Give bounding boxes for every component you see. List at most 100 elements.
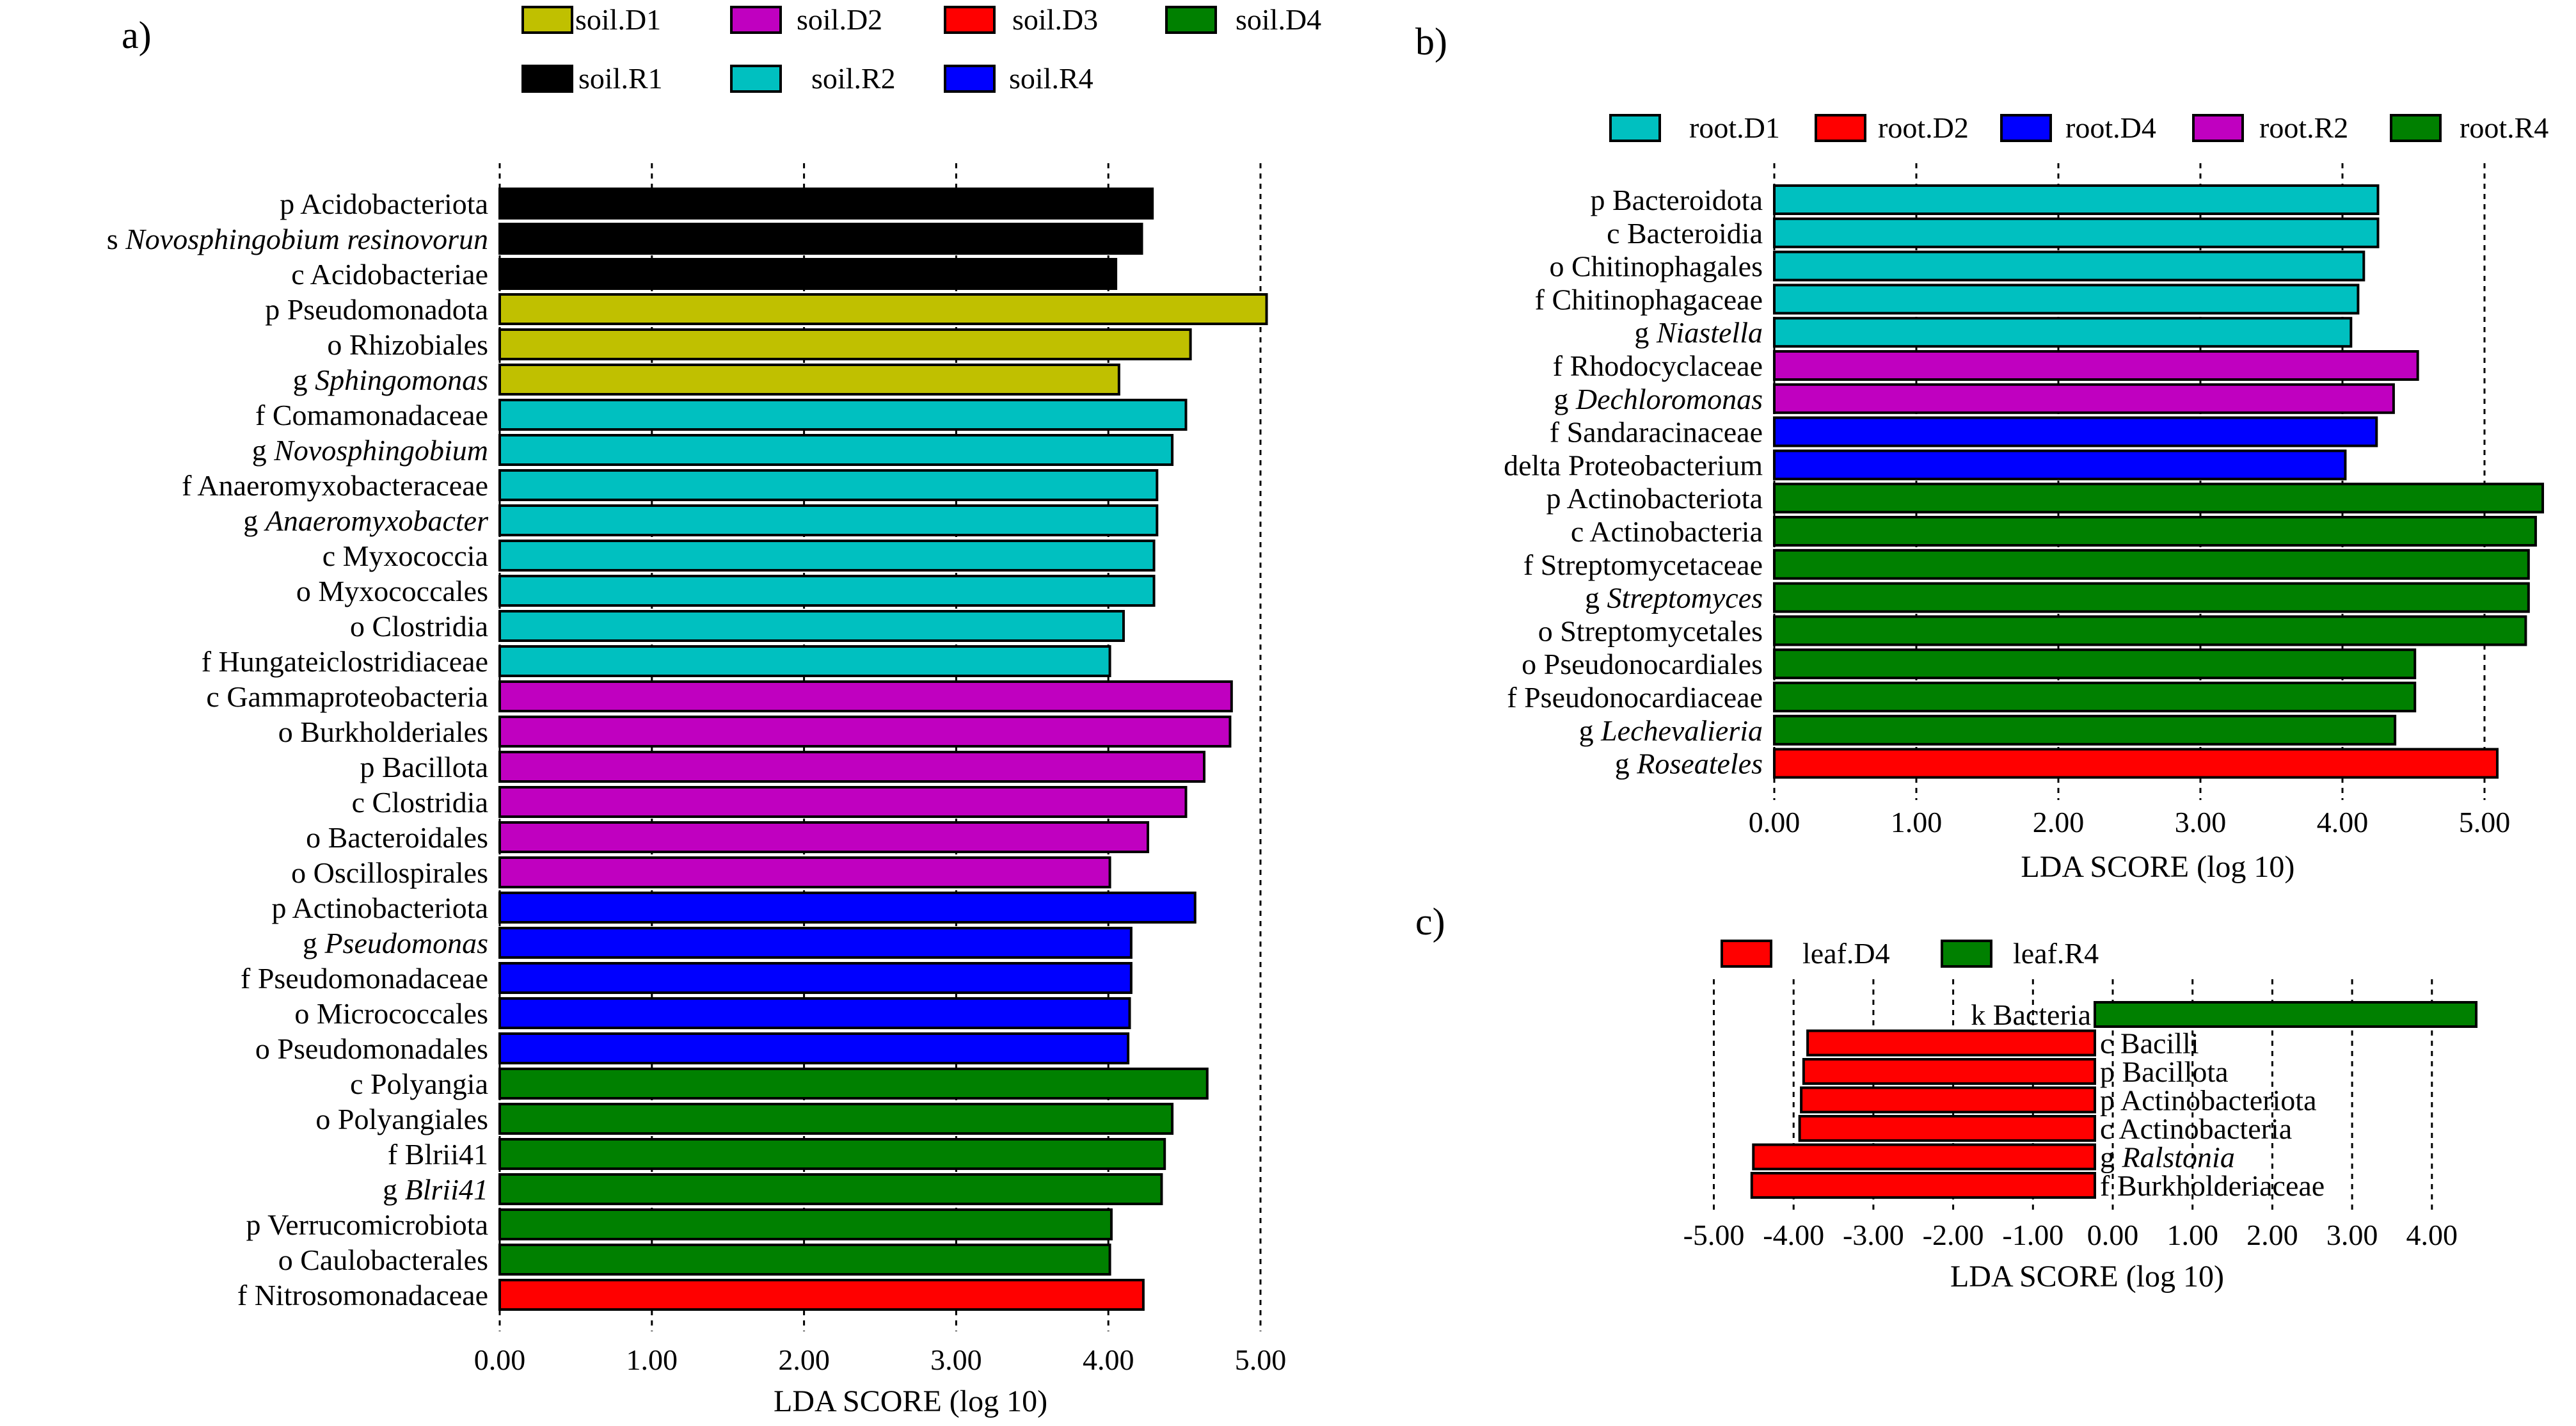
taxon-name: Actinobacteriota [2120, 1084, 2317, 1117]
taxon-name: Hungateiclostridiaceae [219, 645, 488, 678]
tick-label: 4.00 [2317, 806, 2369, 838]
legend-item: soil.R4 [944, 62, 1093, 95]
rank-prefix: delta [1504, 449, 1568, 481]
bar-label: f Pseudomonadaceae [241, 962, 488, 995]
bar [1773, 250, 2365, 282]
taxon-name: Blrii41 [405, 1138, 488, 1171]
legend-swatch [1815, 114, 1866, 142]
bar-label: o Burkholderiales [278, 716, 488, 748]
rank-prefix: g [303, 927, 325, 959]
rank-prefix: o [278, 716, 301, 748]
bar [1773, 317, 2353, 348]
legend-swatch [2192, 114, 2244, 142]
taxon-name: Bacilli [2120, 1027, 2199, 1060]
bar [498, 188, 1154, 220]
bar [498, 1032, 1130, 1064]
bar [498, 645, 1111, 677]
rank-prefix: p [2100, 1084, 2120, 1117]
rank-prefix: p [280, 188, 300, 220]
panel-label: c) [1415, 901, 1445, 943]
rank-prefix: g [383, 1173, 405, 1206]
rank-prefix: o [255, 1032, 278, 1065]
legend-swatch [1941, 940, 1992, 968]
bar [498, 293, 1268, 325]
rank-prefix: g [1615, 748, 1637, 780]
rank-prefix: g [243, 504, 266, 537]
bar [498, 1138, 1166, 1170]
rank-prefix: o [350, 610, 372, 643]
taxon-name: Pseudomonadaceae [258, 962, 488, 995]
bar-label: f Nitrosomonadaceae [237, 1279, 488, 1311]
bar [498, 997, 1131, 1029]
legend-item: root.R4 [2390, 111, 2548, 144]
bar [498, 786, 1188, 818]
taxon-name: Bacteroidales [328, 821, 488, 854]
bar-label: f Chitinophagaceae [1535, 283, 1763, 316]
rank-prefix: p [2100, 1055, 2122, 1088]
bar [498, 1173, 1163, 1205]
bar [498, 328, 1192, 360]
rank-prefix: c [322, 540, 343, 572]
bar [1773, 582, 2530, 613]
taxon-name: Ralstonia [2122, 1141, 2235, 1174]
bar-label: o Streptomycetales [1538, 614, 1763, 647]
legend-label: root.R4 [2460, 111, 2548, 144]
rank-prefix: f [182, 469, 197, 502]
bar [498, 399, 1188, 431]
taxon-name: Roseateles [1636, 748, 1763, 780]
panel-label: a) [122, 14, 152, 56]
bar [1800, 1086, 2096, 1114]
bar-label: o Myxococcales [296, 575, 488, 607]
taxon-name: Rhizobiales [349, 328, 488, 361]
tick-label: -1.00 [2002, 1219, 2063, 1251]
bar-label: g Pseudomonas [303, 927, 488, 959]
bar-label: p Bacillota [2100, 1055, 2229, 1088]
bar-label: delta Proteobacterium [1504, 449, 1763, 481]
legend-item: leaf.R4 [1941, 937, 2099, 970]
rank-prefix: k [1971, 998, 1993, 1031]
legend-item: root.D2 [1815, 111, 1969, 144]
taxon-name: Novosphingobium [273, 434, 488, 467]
tick-label: 3.00 [2175, 806, 2227, 838]
bar [1773, 350, 2419, 381]
legend-label: soil.D3 [1012, 3, 1098, 36]
rank-prefix: g [1585, 582, 1607, 614]
taxon-name: Streptomyces [1607, 582, 1763, 614]
legend-swatch [730, 65, 782, 93]
legend-item: soil.D3 [944, 3, 1098, 36]
bar-label: c Actinobacteria [1571, 515, 1763, 548]
taxon-name: Proteobacterium [1568, 449, 1763, 481]
legend-swatch [521, 65, 573, 93]
bar-label: c Bacteroidia [1607, 217, 1763, 250]
bar [1773, 748, 2499, 779]
bar-label: g Streptomyces [1585, 582, 1763, 614]
rank-prefix: p [265, 293, 287, 326]
bar [498, 434, 1174, 466]
bar-label: o Polyangiales [315, 1103, 488, 1135]
bar [1773, 184, 2380, 215]
bar [1773, 549, 2530, 580]
legend-swatch [2000, 114, 2052, 142]
rank-prefix: p [360, 751, 382, 783]
legend-label: root.D4 [2065, 111, 2156, 144]
tick-label: 3.00 [2326, 1219, 2378, 1251]
rank-prefix: f [1523, 549, 1541, 581]
rank-prefix: o [315, 1103, 338, 1135]
bar [1773, 714, 2397, 746]
legend-swatch [944, 6, 996, 34]
legend-label: soil.R2 [811, 62, 896, 95]
taxon-name: Micrococcales [317, 997, 488, 1030]
legend-label: root.R2 [2259, 111, 2348, 144]
legend-item: root.R2 [2192, 111, 2348, 144]
legend-label: soil.R4 [1009, 62, 1093, 95]
bar-label: o Pseudonocardiales [1522, 648, 1763, 680]
bar-label: o Oscillospirales [291, 856, 488, 889]
bar [498, 716, 1232, 748]
x-axis-label: LDA SCORE (log 10) [2021, 850, 2294, 884]
bar [498, 856, 1111, 888]
taxon-name: Myxococcales [318, 575, 488, 607]
bar-label: c Polyangia [350, 1068, 488, 1100]
legend-swatch [521, 6, 573, 34]
rank-prefix: g [2100, 1141, 2122, 1174]
taxon-name: Myxococcia [343, 540, 488, 572]
